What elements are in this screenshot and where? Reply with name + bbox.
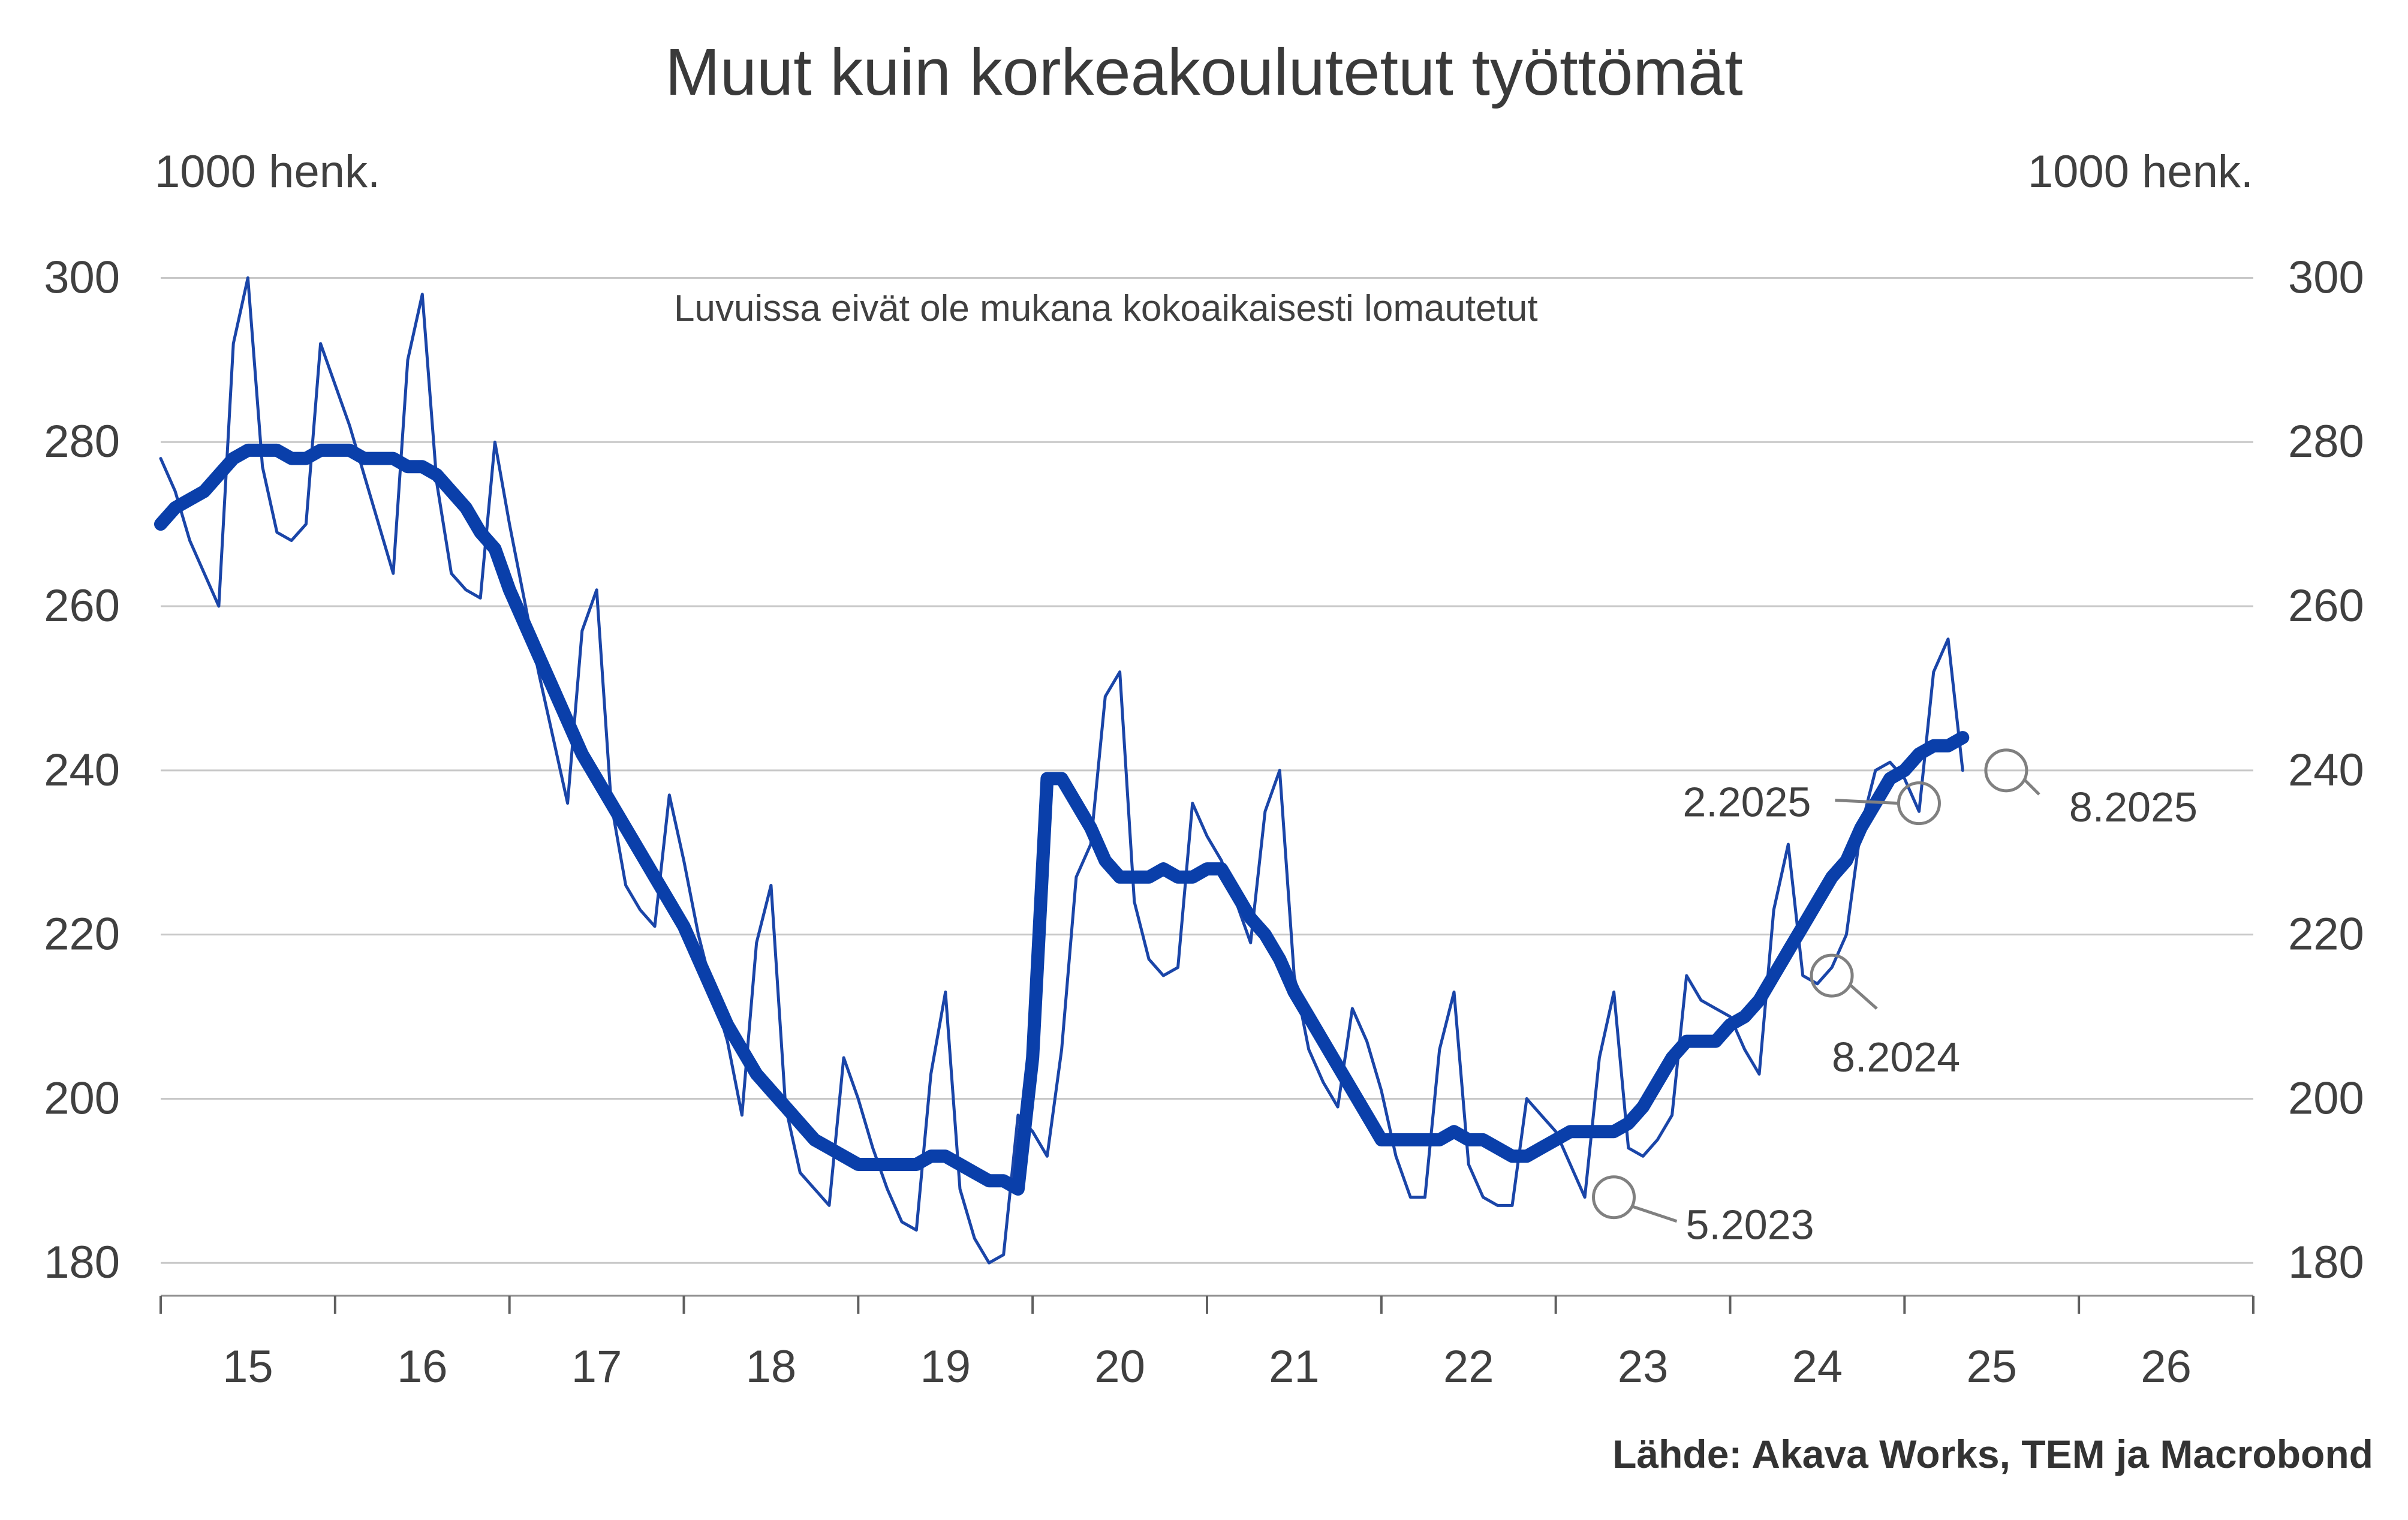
annotation-leader bbox=[1631, 1205, 1678, 1223]
series-lines bbox=[154, 276, 1970, 1265]
annotation-label: 5.2023 bbox=[1686, 1202, 1814, 1248]
x-tick-label: 26 bbox=[2141, 1341, 2192, 1392]
x-tick-label: 25 bbox=[1966, 1341, 2017, 1392]
annotation-label: 8.2025 bbox=[2069, 784, 2198, 830]
y-tick-label-right: 260 bbox=[2288, 580, 2364, 631]
x-tick-label: 19 bbox=[920, 1341, 971, 1392]
y-tick-label-right: 300 bbox=[2288, 252, 2364, 303]
trend-line bbox=[154, 443, 1970, 1196]
x-tick-label: 22 bbox=[1443, 1341, 1494, 1392]
y-tick-label-left: 220 bbox=[44, 909, 120, 960]
annotation-label: 8.2024 bbox=[1832, 1034, 1960, 1080]
y-tick-label-left: 180 bbox=[44, 1237, 120, 1288]
chart-note: Luvuissa eivät ole mukana kokoaikaisesti… bbox=[674, 288, 1538, 329]
annotations: 5.2023 8.2024 2.2025 8.2025 bbox=[1592, 748, 2198, 1248]
y-axis-unit-left: 1000 henk. bbox=[155, 146, 380, 197]
x-tick-label: 20 bbox=[1094, 1341, 1145, 1392]
annotation-leader bbox=[1835, 799, 1899, 805]
y-tick-label-right: 180 bbox=[2288, 1237, 2364, 1288]
x-tick-label: 21 bbox=[1269, 1341, 1320, 1392]
x-tick-label: 17 bbox=[571, 1341, 622, 1392]
gridlines bbox=[161, 276, 2253, 1264]
chart-title: Muut kuin korkeakoulutetut työttömät bbox=[665, 35, 1743, 109]
x-axis: 15 16 17 18 19 20 21 22 23 24 25 26 bbox=[159, 1295, 2255, 1392]
y-axis-left: 180 200 220 240 260 280 300 bbox=[44, 252, 120, 1288]
x-tick-label: 24 bbox=[1792, 1341, 1843, 1392]
monthly-line bbox=[159, 276, 1964, 1265]
y-tick-label-right: 280 bbox=[2288, 416, 2364, 467]
annotation-marker bbox=[1810, 953, 1854, 998]
y-tick-label-right: 220 bbox=[2288, 909, 2364, 960]
y-tick-label-left: 200 bbox=[44, 1073, 120, 1124]
y-tick-label-right: 200 bbox=[2288, 1073, 2364, 1124]
annotation-label: 2.2025 bbox=[1682, 779, 1811, 826]
annotation-leader bbox=[2023, 778, 2040, 796]
x-tick-label: 16 bbox=[397, 1341, 448, 1392]
y-axis-right: 180 200 220 240 260 280 300 bbox=[2288, 252, 2364, 1288]
x-tick-label: 15 bbox=[222, 1341, 273, 1392]
x-tick-label: 23 bbox=[1618, 1341, 1669, 1392]
y-axis-unit-right: 1000 henk. bbox=[2028, 146, 2253, 197]
annotation-leader bbox=[1849, 983, 1878, 1010]
y-tick-label-left: 300 bbox=[44, 252, 120, 303]
y-tick-label-left: 280 bbox=[44, 416, 120, 467]
source-label: Lähde: Akava Works, TEM ja Macrobond bbox=[1612, 1432, 2373, 1476]
annotation-marker bbox=[1592, 1175, 1636, 1220]
x-tick-label: 18 bbox=[746, 1341, 797, 1392]
annotation-marker bbox=[1984, 748, 2028, 793]
y-tick-label-left: 240 bbox=[44, 745, 120, 796]
y-tick-label-left: 260 bbox=[44, 580, 120, 631]
y-tick-label-right: 240 bbox=[2288, 745, 2364, 796]
